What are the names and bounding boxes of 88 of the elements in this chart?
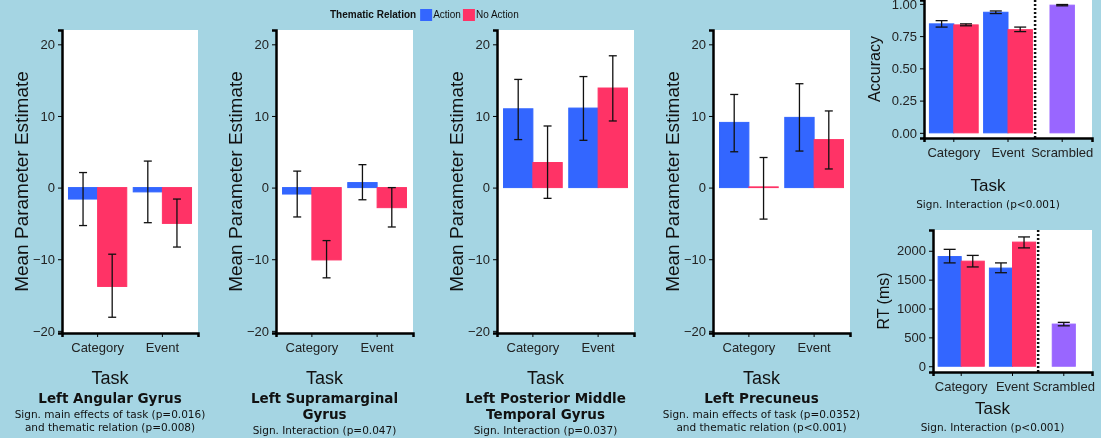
y-tick-label: 500 (904, 330, 926, 346)
text: Left Angular Gyrus (38, 390, 182, 406)
text: and thematic relation (p<0.001) (676, 421, 847, 433)
text: Sign. main effects of task (p=0.0352) (662, 408, 861, 420)
x-tick-label: Category (285, 339, 339, 355)
x-tick-label: Category (722, 339, 776, 355)
x-tick-label: Scrambled (1031, 144, 1094, 160)
bar (813, 139, 844, 189)
x-tick-label: Category (71, 339, 125, 355)
text: Left Posterior Middle Temporal Gyrus (465, 390, 626, 422)
x-axis-title: Task (975, 399, 1011, 418)
bar (983, 11, 1009, 134)
bar (784, 116, 815, 189)
y-tick-label: −20 (467, 323, 490, 339)
bar (960, 260, 985, 367)
y-axis-title: Mean Parameter Estimate (11, 71, 32, 292)
y-tick-label: 0 (261, 180, 269, 196)
bar (928, 23, 955, 134)
y-tick-label: 10 (475, 108, 490, 124)
text: Sign. main effects of task (p=0.016) (14, 408, 206, 420)
bar (1012, 241, 1037, 367)
x-tick-label: Category (934, 378, 989, 394)
y-tick-label: 1000 (897, 301, 926, 317)
y-tick-label: 0.50 (891, 61, 917, 77)
y-tick-label: 2000 (897, 243, 926, 259)
text: Sign. Interaction (p=0.047) (252, 424, 397, 436)
x-axis-title: Task (742, 368, 781, 388)
text: Sign. Interaction (p<0.001) (920, 421, 1065, 433)
x-tick-label: Event (797, 339, 832, 355)
y-tick-label: 0.25 (891, 93, 917, 109)
bar (1051, 323, 1076, 367)
text: Sign. Interaction (p<0.001) (916, 198, 1060, 210)
bar (568, 107, 599, 189)
bar (937, 256, 962, 367)
x-tick-label: Event (145, 339, 180, 355)
y-tick-label: −10 (246, 251, 269, 267)
y-tick-label: −20 (683, 323, 706, 339)
y-axis-title: Accuracy (866, 36, 883, 102)
y-tick-label: −20 (32, 323, 55, 339)
x-tick-label: Event (581, 339, 616, 355)
bar (1007, 29, 1033, 134)
y-tick-label: 10 (691, 108, 706, 124)
text: and thematic relation (p=0.008) (24, 421, 196, 433)
legend-title: Thematic Relation (330, 9, 417, 20)
bar (988, 267, 1013, 367)
y-tick-label: 20 (691, 36, 706, 52)
text: Sign. Interaction (p=0.037) (473, 424, 618, 436)
y-axis-title: RT (ms) (875, 272, 892, 330)
text: Left Precuneus (704, 390, 819, 406)
y-tick-label: 1500 (897, 272, 926, 288)
y-tick-label: 0 (482, 180, 490, 196)
legend-label: Action (433, 9, 461, 20)
y-tick-label: 0 (698, 180, 706, 196)
x-tick-label: Event (991, 144, 1026, 160)
y-tick-label: 0.75 (891, 28, 917, 44)
y-tick-label: 0.00 (891, 125, 917, 141)
x-axis-title: Task (526, 368, 565, 388)
y-tick-label: 10 (254, 108, 269, 124)
bar (953, 24, 979, 134)
y-tick-label: −10 (32, 251, 55, 267)
bar (1049, 4, 1075, 134)
x-axis-title: Task (91, 368, 130, 388)
x-tick-label: Category (506, 339, 560, 355)
y-axis-title: Mean Parameter Estimate (446, 71, 467, 292)
x-tick-label: Event (360, 339, 395, 355)
y-tick-label: 20 (40, 36, 55, 52)
text: Left Supramarginal Gyrus (250, 390, 399, 422)
bar (532, 162, 563, 189)
y-tick-label: 20 (254, 36, 269, 52)
y-tick-label: 0 (47, 180, 55, 196)
x-tick-label: Event (995, 378, 1030, 394)
y-tick-label: 0 (918, 358, 926, 374)
legend-label: No Action (475, 9, 519, 20)
y-tick-label: 10 (40, 108, 55, 124)
x-tick-label: Scrambled (1032, 378, 1095, 394)
x-axis-title: Task (970, 176, 1006, 195)
y-axis-title: Mean Parameter Estimate (225, 71, 246, 292)
y-tick-label: −10 (467, 251, 490, 267)
x-axis-title: Task (305, 368, 344, 388)
y-tick-label: −10 (683, 251, 706, 267)
bar (719, 121, 750, 189)
y-axis-title: Mean Parameter Estimate (662, 71, 683, 292)
bar (503, 108, 534, 189)
bar (597, 87, 628, 189)
y-tick-label: −20 (246, 323, 269, 339)
y-tick-label: 20 (475, 36, 490, 52)
x-tick-label: Category (927, 144, 981, 160)
y-tick-label: 1.00 (891, 0, 917, 12)
